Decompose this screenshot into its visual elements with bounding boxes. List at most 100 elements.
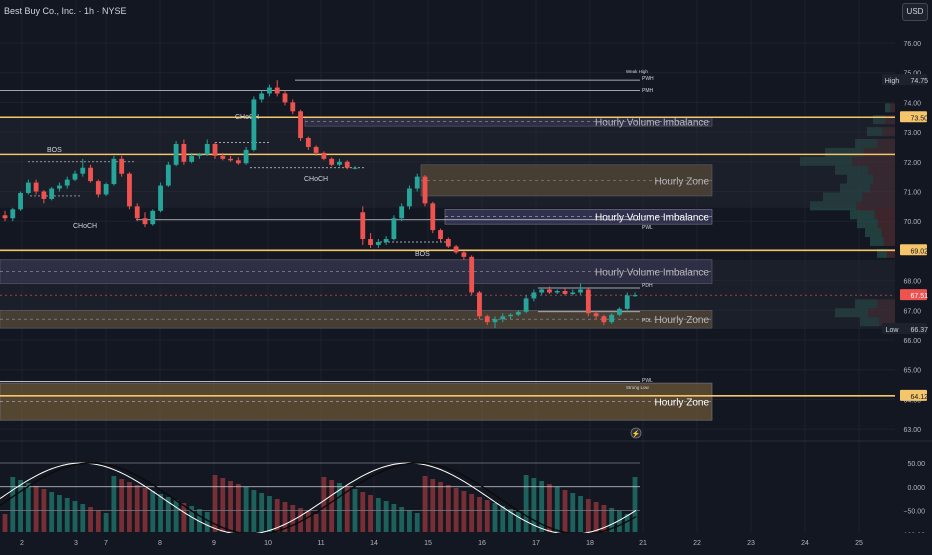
histogram-bar — [228, 481, 233, 532]
candle-body — [383, 239, 389, 242]
candle-body — [18, 192, 23, 210]
oscillator-tick: −50.00 — [903, 509, 925, 516]
volume-profile-bar — [874, 210, 895, 220]
candle-body — [469, 256, 475, 293]
volume-profile-bar — [852, 156, 895, 166]
histogram-bar — [64, 498, 70, 532]
histogram-bar — [204, 512, 210, 532]
histogram-bar — [298, 508, 303, 532]
histogram-bar — [407, 510, 412, 532]
price-tick: 73.00 — [903, 130, 921, 137]
volume-profile-bar — [881, 228, 895, 238]
histogram-bar — [111, 476, 117, 532]
candle-body — [554, 290, 560, 293]
volume-profile-bar — [877, 138, 895, 148]
time-tick: 25 — [855, 540, 863, 547]
candle-body — [142, 218, 148, 225]
histogram-bar — [158, 494, 163, 532]
zone-label: Hourly Zone — [655, 398, 710, 409]
candle-body — [484, 316, 490, 323]
candle-body — [57, 185, 62, 189]
range-box — [0, 259, 895, 330]
histogram-bar — [375, 498, 381, 532]
choch-label: CHoCH — [73, 223, 97, 230]
candle-body — [189, 155, 195, 162]
time-tick: 22 — [693, 540, 701, 547]
histogram-bar — [453, 488, 459, 532]
histogram-bar — [267, 496, 272, 532]
histogram-bar — [181, 503, 187, 532]
histogram-bar — [282, 502, 288, 532]
candle-body — [298, 111, 303, 139]
histogram-bar — [243, 487, 249, 532]
candle-body — [531, 292, 537, 299]
candle-body — [33, 182, 39, 192]
candle-body — [235, 160, 241, 164]
histogram-bar — [173, 500, 179, 532]
candle-body — [212, 143, 218, 156]
candle-body — [368, 239, 373, 245]
histogram-bar — [251, 490, 257, 532]
oscillator-line — [0, 462, 637, 535]
candle-body — [337, 161, 342, 165]
volume-profile-bar — [867, 127, 883, 137]
histogram-bar — [10, 477, 16, 532]
candle-body — [204, 143, 210, 155]
time-tick: 23 — [747, 540, 755, 547]
histogram-bar — [337, 483, 342, 532]
price-tick: 74.00 — [903, 100, 921, 107]
price-label-box — [900, 111, 927, 123]
currency-button[interactable]: USD — [902, 3, 928, 21]
histogram-bar — [515, 512, 521, 532]
histogram-bar — [523, 475, 529, 532]
histogram-bar — [33, 486, 39, 532]
histogram-bar — [422, 476, 428, 532]
lightning-icon[interactable] — [630, 427, 642, 439]
histogram-bar — [235, 484, 241, 532]
histogram-bar — [360, 492, 366, 532]
histogram-bar — [383, 501, 389, 532]
histogram-bar — [127, 482, 132, 532]
time-tick: 16 — [478, 540, 486, 547]
candle-body — [259, 93, 265, 100]
histogram-bar — [601, 505, 607, 532]
volume-profile-bar — [870, 183, 895, 193]
candle-body — [119, 158, 125, 174]
price-tick: 71.00 — [903, 190, 921, 197]
histogram-bar — [617, 511, 622, 532]
time-tick: 8 — [158, 540, 162, 547]
lightning-icon-glyph: ⚡ — [632, 429, 641, 438]
volume-profile-bar — [840, 183, 871, 193]
price-tick: 64.00 — [903, 397, 921, 404]
pwh-label: PWH — [642, 76, 654, 82]
time-tick: 21 — [639, 540, 647, 547]
histogram-bar — [445, 485, 451, 532]
volume-profile-bar — [877, 219, 895, 229]
price-tick: 72.00 — [903, 160, 921, 167]
histogram-bar — [500, 506, 506, 532]
symbol-title: Best Buy Co., Inc. · 1h · NYSE — [4, 6, 127, 16]
price-label: 74.75 — [910, 78, 928, 85]
oscillator-tick: 50.00 — [907, 461, 925, 468]
candle-body — [624, 295, 630, 309]
price-label: 66.37 — [910, 327, 928, 334]
candle-body — [585, 289, 591, 314]
candle-body — [329, 158, 335, 165]
candle-body — [547, 289, 552, 293]
candle-body — [165, 164, 171, 186]
histogram-bar — [344, 486, 350, 532]
price-label: 69.02 — [910, 248, 928, 255]
price-label-prefix-box — [882, 74, 901, 86]
histogram-bar — [399, 507, 405, 532]
price-label-prefix: High — [885, 78, 900, 85]
candle-body — [282, 93, 288, 103]
range-box — [0, 117, 895, 208]
time-tick: 9 — [212, 540, 216, 547]
weak-high-label: Weak High — [626, 69, 648, 74]
price-label-box — [900, 289, 927, 301]
histogram-bar — [313, 514, 319, 532]
histogram-bar — [632, 477, 638, 532]
time-axis — [0, 533, 932, 550]
